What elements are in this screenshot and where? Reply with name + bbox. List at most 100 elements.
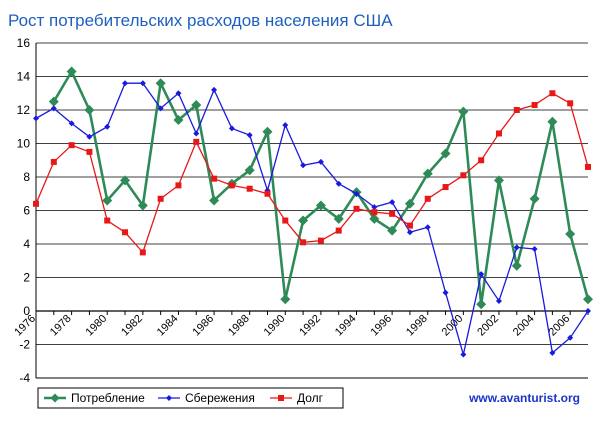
series-point-3 bbox=[175, 182, 182, 189]
series-point-3 bbox=[264, 190, 271, 197]
series-point-1 bbox=[298, 215, 309, 226]
series-point-2 bbox=[567, 334, 574, 341]
series-point-3 bbox=[585, 163, 591, 170]
series-point-2 bbox=[371, 204, 378, 211]
series-point-3 bbox=[371, 209, 378, 216]
x-tick-label: 2004 bbox=[511, 313, 537, 339]
y-tick-label: -4 bbox=[19, 371, 30, 385]
x-tick-label: 1992 bbox=[297, 313, 323, 339]
series-point-1 bbox=[369, 213, 380, 224]
site-watermark: www.avanturist.org bbox=[468, 391, 580, 405]
series-point-1 bbox=[493, 175, 504, 186]
series-point-1 bbox=[48, 96, 59, 107]
series-point-2 bbox=[531, 246, 538, 253]
series-point-2 bbox=[33, 115, 39, 122]
y-tick-label: 0 bbox=[23, 304, 30, 318]
series-point-1 bbox=[191, 99, 202, 110]
y-tick-label: 8 bbox=[23, 170, 30, 184]
series-point-1 bbox=[262, 126, 273, 137]
x-tick-label: 2002 bbox=[475, 313, 501, 339]
y-tick-label: -2 bbox=[19, 338, 30, 352]
series-point-2 bbox=[389, 199, 396, 206]
series-line-1 bbox=[52, 70, 590, 306]
series-point-3 bbox=[406, 222, 413, 229]
series-point-1 bbox=[511, 260, 522, 271]
series-point-3 bbox=[460, 172, 467, 179]
series-point-1 bbox=[333, 213, 344, 224]
legend-marker-1 bbox=[50, 393, 60, 403]
y-tick-label: 16 bbox=[17, 36, 31, 50]
series-point-3 bbox=[442, 184, 449, 191]
x-tick-label: 1996 bbox=[368, 313, 394, 339]
x-tick-label: 1984 bbox=[155, 313, 181, 339]
series-point-2 bbox=[442, 289, 449, 296]
series-point-2 bbox=[246, 132, 253, 139]
series-point-3 bbox=[478, 157, 485, 164]
series-point-2 bbox=[353, 190, 360, 197]
series-point-2 bbox=[513, 244, 520, 251]
y-tick-label: 14 bbox=[17, 70, 31, 84]
series-point-1 bbox=[547, 116, 558, 127]
series-point-2 bbox=[460, 351, 467, 358]
series-point-3 bbox=[33, 200, 39, 207]
series-point-3 bbox=[122, 229, 129, 236]
series-point-1 bbox=[120, 175, 131, 186]
series-point-3 bbox=[246, 185, 253, 192]
series-point-3 bbox=[104, 217, 111, 224]
x-tick-label: 1994 bbox=[333, 313, 359, 339]
legend-marker-3 bbox=[278, 395, 284, 401]
series-point-2 bbox=[424, 224, 431, 231]
legend-label-1: Потребление bbox=[71, 391, 145, 405]
x-tick-label: 1978 bbox=[48, 313, 74, 339]
series-point-1 bbox=[137, 200, 148, 211]
x-tick-label: 1982 bbox=[119, 313, 145, 339]
series-line-3 bbox=[35, 92, 589, 254]
series-point-3 bbox=[157, 195, 164, 202]
series-point-2 bbox=[175, 90, 182, 97]
series-point-1 bbox=[102, 195, 113, 206]
series-point-2 bbox=[317, 158, 324, 165]
legend-label-3: Долг bbox=[297, 391, 324, 405]
series-point-3 bbox=[549, 90, 556, 97]
x-tick-label: 1976 bbox=[12, 313, 38, 339]
series-point-2 bbox=[549, 349, 556, 356]
x-tick-label: 1990 bbox=[262, 313, 288, 339]
series-point-3 bbox=[513, 107, 520, 113]
plot-area: -4 -2 0 2 4 6 8 10 12 14 16 1976 1978 1980 1982 1984 198… bbox=[12, 36, 593, 385]
series-point-3 bbox=[389, 210, 396, 217]
series-point-1 bbox=[244, 165, 255, 176]
series-point-1 bbox=[583, 294, 593, 305]
series-point-3 bbox=[495, 130, 502, 137]
legend-label-2: Сбережения bbox=[185, 391, 255, 405]
series-point-3 bbox=[531, 101, 538, 108]
series-point-2 bbox=[86, 133, 93, 140]
y-tick-label: 2 bbox=[23, 271, 30, 285]
series-point-3 bbox=[300, 239, 307, 246]
series-point-2 bbox=[68, 120, 75, 127]
series-point-3 bbox=[228, 182, 235, 189]
series-point-2 bbox=[50, 105, 57, 112]
series-point-2 bbox=[300, 162, 307, 169]
series-point-2 bbox=[228, 125, 235, 132]
series-point-1 bbox=[404, 198, 415, 209]
series-point-2 bbox=[495, 297, 502, 304]
series-point-1 bbox=[476, 299, 487, 310]
series-point-2 bbox=[211, 86, 218, 93]
series-point-2 bbox=[104, 123, 111, 130]
series-point-1 bbox=[84, 105, 95, 115]
series-point-2 bbox=[585, 308, 591, 314]
series-point-2 bbox=[193, 130, 200, 137]
series-point-2 bbox=[335, 180, 342, 187]
series-point-3 bbox=[317, 237, 324, 244]
x-tick-label: 1988 bbox=[226, 313, 252, 339]
legend-marker-2 bbox=[166, 395, 172, 401]
series-point-3 bbox=[211, 175, 218, 182]
y-tick-label: 12 bbox=[17, 103, 31, 117]
series-point-3 bbox=[424, 195, 431, 202]
chart-title: Рост потребительских расходов населения … bbox=[8, 11, 393, 30]
series-point-3 bbox=[193, 138, 200, 145]
series-point-1 bbox=[440, 148, 451, 159]
series-point-2 bbox=[406, 229, 413, 236]
series-point-1 bbox=[565, 228, 576, 239]
